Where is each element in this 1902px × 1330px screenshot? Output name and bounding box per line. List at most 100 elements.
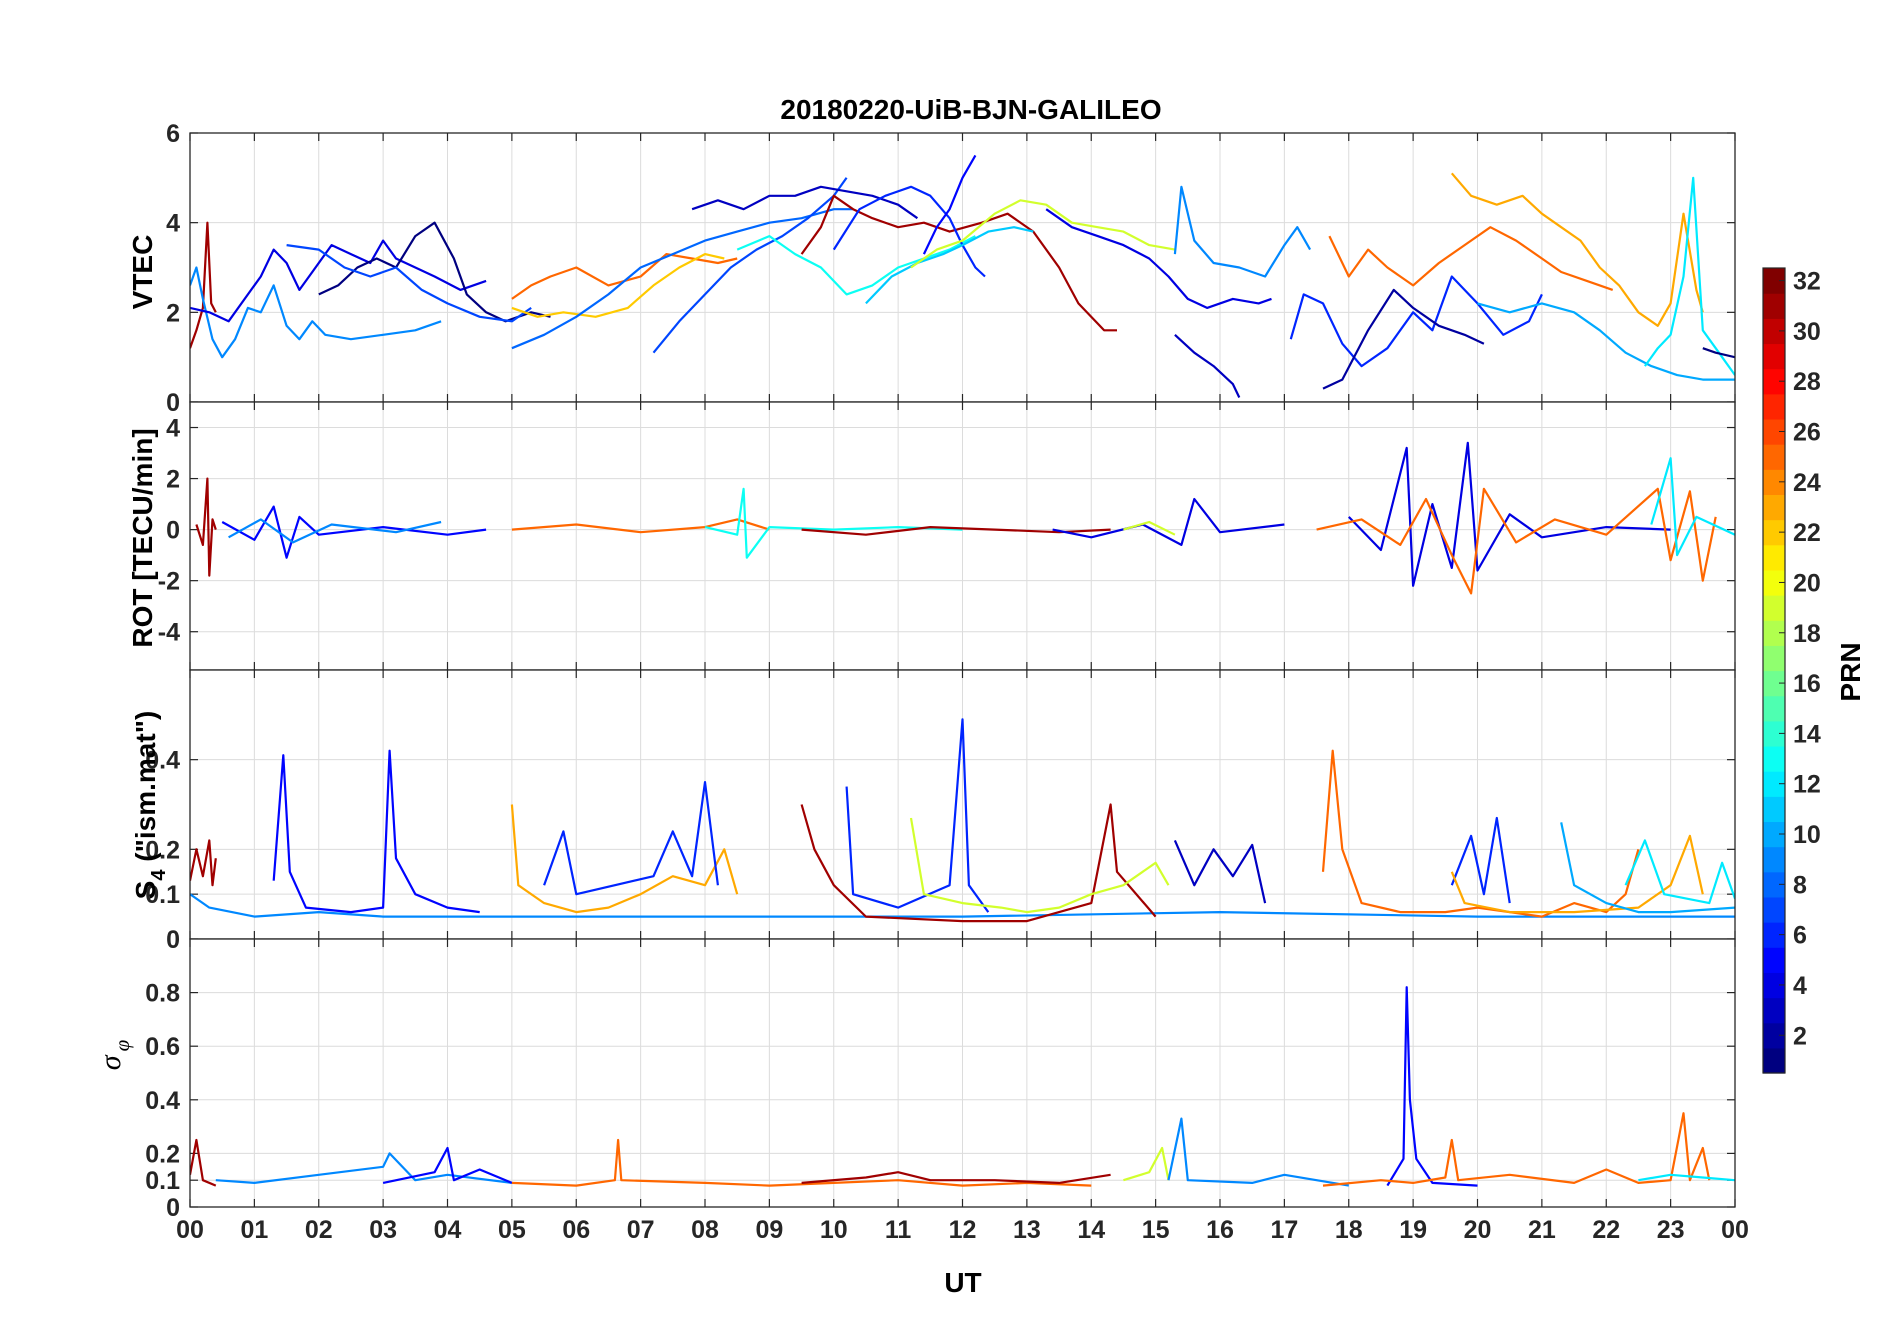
series-line-prn-5	[1386, 986, 1478, 1187]
y-label-rot: ROT [TECU/min]	[127, 428, 158, 647]
series-line-prn-3	[1174, 333, 1241, 398]
series-line-prn-6	[832, 185, 986, 278]
x-tick-label: 06	[562, 1216, 590, 1244]
series-line-prn-19	[910, 199, 1176, 269]
svg-text:S4 ("ism.mat"): S4 ("ism.mat")	[130, 711, 170, 900]
colorbar-segment	[1763, 569, 1785, 596]
y-tick-label: 0.4	[145, 1087, 180, 1115]
colorbar-segment	[1763, 444, 1785, 470]
x-tick-label: 10	[820, 1216, 848, 1244]
y-tick-label: 0.2	[145, 836, 180, 864]
colorbar-segment	[1763, 771, 1785, 797]
series-line-prn-5	[922, 154, 977, 255]
series-group	[190, 718, 1735, 923]
series-line-prn-6	[845, 718, 990, 913]
colorbar-segment	[1763, 595, 1785, 621]
series-group	[190, 986, 1735, 1187]
x-tick-label: 01	[240, 1216, 268, 1244]
colorbar-segment	[1763, 922, 1785, 948]
series-line-prn-25	[511, 1138, 1092, 1187]
series-group	[190, 154, 1735, 398]
colorbar-segment	[1763, 268, 1785, 294]
x-tick-label: 08	[691, 1216, 719, 1244]
x-tick-label: 14	[1077, 1216, 1105, 1244]
series-line-prn-31	[801, 1171, 1111, 1184]
series-line-prn-4	[1348, 441, 1671, 587]
y-tick-label: 0.4	[145, 747, 180, 775]
series-line-prn-3	[1173, 839, 1267, 904]
colorbar-segment	[1763, 293, 1785, 319]
series-line-prn-19	[1123, 1146, 1170, 1182]
series-line-prn-31	[195, 477, 217, 577]
series-line-prn-9	[1167, 1117, 1349, 1187]
series-line-prn-22	[511, 253, 725, 318]
colorbar-segment	[1763, 368, 1785, 395]
colorbar-segment	[1763, 494, 1785, 521]
y-tick-label: 0.2	[145, 1140, 180, 1168]
series-line-prn-31	[190, 839, 217, 887]
series-line-prn-23	[1450, 834, 1704, 914]
x-tick-label: 23	[1657, 1216, 1685, 1244]
series-line-prn-8	[511, 208, 854, 350]
axes-frame	[189, 938, 1736, 1208]
colorbar-segment	[1763, 393, 1785, 420]
x-tick-label: 22	[1592, 1216, 1620, 1244]
series-line-prn-10	[1560, 822, 1735, 914]
x-tick-label: 00	[176, 1216, 204, 1244]
y-label-vtec: VTEC	[127, 235, 158, 310]
y-tick-label: -4	[158, 619, 180, 647]
colorbar-tick-label: 26	[1793, 419, 1821, 447]
series-line-prn-9	[1173, 185, 1312, 278]
x-tick-label: 04	[434, 1216, 462, 1244]
series-line-prn-3	[691, 185, 919, 220]
x-tick-label: 16	[1206, 1216, 1234, 1244]
series-line-prn-5	[382, 1146, 513, 1184]
x-tick-label: 15	[1142, 1216, 1170, 1244]
colorbar-tick-label: 24	[1793, 469, 1821, 497]
y-tick-label: 0	[166, 1194, 180, 1222]
series-line-prn-7	[652, 177, 848, 354]
series-line-prn-13	[736, 235, 976, 296]
colorbar-segment	[1763, 947, 1785, 973]
y-tick-label: 0	[166, 389, 180, 417]
colorbar-tick-label: 6	[1793, 922, 1807, 950]
series-line-prn-9	[190, 893, 1735, 918]
colorbar-segment	[1763, 645, 1785, 672]
series-line-prn-25	[1322, 1112, 1711, 1187]
colorbar-segment	[1763, 343, 1785, 370]
colorbar-label: PRN	[1835, 642, 1866, 701]
series-line-prn-12	[1624, 839, 1735, 905]
colorbar-segment	[1763, 318, 1785, 345]
colorbar-tick-label: 28	[1793, 368, 1821, 396]
colorbar-segment	[1763, 796, 1785, 823]
x-axis-label: UT	[944, 1267, 981, 1298]
colorbar-segment	[1763, 1047, 1785, 1074]
colorbar-tick-label: 4	[1793, 972, 1807, 1000]
series-line-prn-25	[1328, 226, 1614, 291]
x-tick-label: 19	[1399, 1216, 1427, 1244]
series-line-prn-12	[1650, 457, 1735, 557]
series-line-prn-6	[1289, 275, 1543, 368]
series-group	[195, 441, 1735, 595]
x-tick-label: 07	[627, 1216, 655, 1244]
x-tick-label: 03	[369, 1216, 397, 1244]
series-line-prn-6	[1450, 816, 1511, 904]
y-tick-label: 2	[166, 299, 180, 327]
x-tick-label: 21	[1528, 1216, 1556, 1244]
series-line-prn-9	[190, 266, 442, 359]
colorbar-segment	[1763, 670, 1785, 697]
x-tick-label: 09	[755, 1216, 783, 1244]
colorbar-segment	[1763, 620, 1785, 646]
panel-s4: 0 0.1 0.2 0.4	[145, 669, 1736, 954]
y-tick-label: 0.1	[145, 881, 180, 909]
series-line-prn-11	[865, 226, 1034, 305]
colorbar-segment	[1763, 871, 1785, 898]
series-line-prn-4	[1045, 208, 1272, 309]
series-line-prn-9	[215, 1152, 513, 1184]
colorbar-tick-label: 12	[1793, 771, 1821, 799]
colorbar-tick-label: 16	[1793, 670, 1821, 698]
y-tick-label: 0.8	[145, 980, 180, 1008]
series-line-prn-31	[190, 1138, 217, 1187]
